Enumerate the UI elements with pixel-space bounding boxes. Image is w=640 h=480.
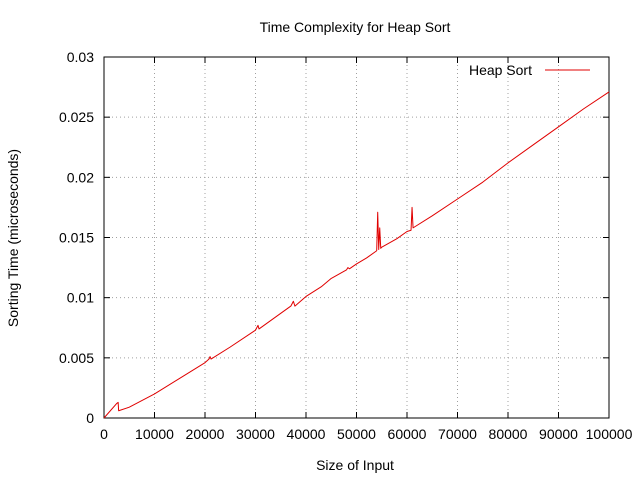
x-tick-label: 100000 [586,426,633,442]
y-tick-label: 0.015 [59,230,94,246]
y-axis-title: Sorting Time (microseconds) [5,149,21,327]
y-tick-labels: 0 0.005 0.01 0.015 0.02 0.025 0.03 [59,49,94,426]
legend-label: Heap Sort [469,62,532,78]
legend: Heap Sort [469,62,590,78]
x-tick-label: 70000 [438,426,477,442]
y-tick-label: 0.025 [59,109,94,125]
y-tick-label: 0.03 [67,49,94,65]
series-line-heap-sort [103,91,610,419]
y-tick-label: 0 [86,410,94,426]
y-tick-label: 0.01 [67,290,94,306]
x-tick-label: 50000 [337,426,376,442]
y-tick-label: 0.02 [67,169,94,185]
series-layer [103,91,610,419]
axis-ticks [103,56,610,419]
x-tick-label: 20000 [186,426,225,442]
chart-title: Time Complexity for Heap Sort [260,19,451,35]
x-tick-label: 60000 [388,426,427,442]
x-tick-labels: 0 10000 20000 30000 40000 50000 60000 70000 8000… [100,426,632,442]
x-tick-label: 40000 [287,426,326,442]
y-tick-label: 0.005 [59,350,94,366]
x-tick-label: 10000 [135,426,174,442]
x-tick-label: 90000 [539,426,578,442]
x-tick-label: 30000 [236,426,275,442]
x-tick-label: 80000 [489,426,528,442]
x-axis-title: Size of Input [316,457,394,473]
grid-lines [104,57,609,418]
x-tick-label: 0 [100,426,108,442]
